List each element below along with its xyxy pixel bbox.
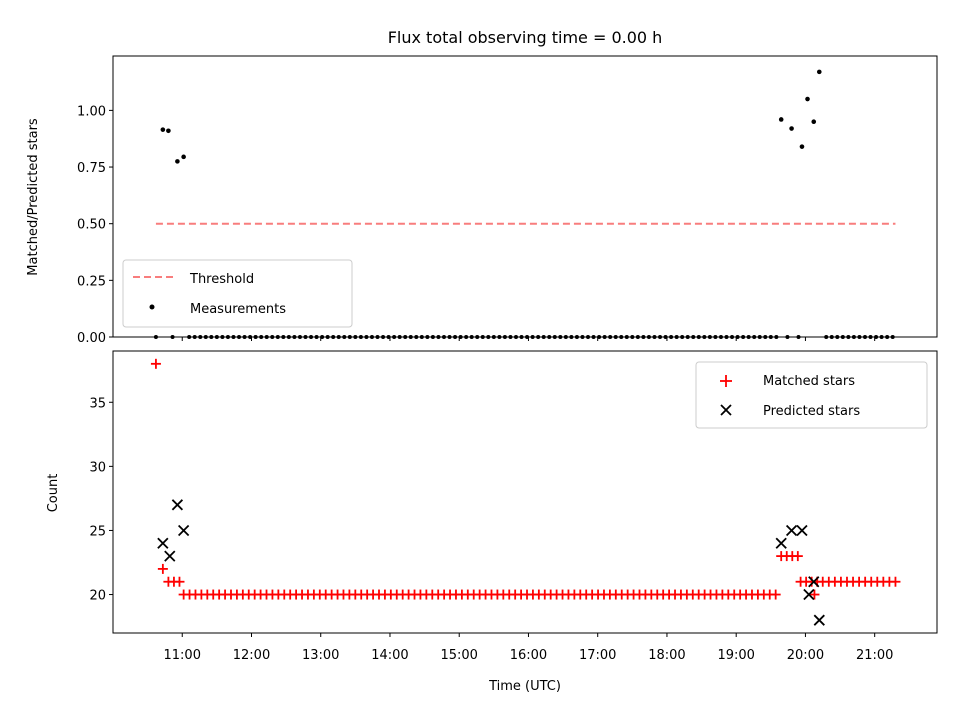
predicted-star-point xyxy=(813,614,825,626)
measurement-point xyxy=(181,154,186,160)
bottom-y-tick-label: 30 xyxy=(89,460,106,475)
legend-matched-label: Matched stars xyxy=(763,374,855,389)
top-y-tick-label: 1.00 xyxy=(77,104,106,119)
x-tick-label: 13:00 xyxy=(302,648,339,663)
bottom-y-tick-label: 25 xyxy=(89,524,106,539)
measurement-point xyxy=(160,127,166,132)
matched-star-point xyxy=(174,576,185,587)
bottom-ticks: 20 25 30 35 11:00 12:00 13:00 14:00 15:00 16:00 17… xyxy=(89,396,893,663)
top-y-tick-label: 0.25 xyxy=(77,274,106,289)
predicted-star-point xyxy=(157,537,169,549)
matched-star-point xyxy=(150,358,161,369)
predicted-star-point xyxy=(177,524,190,537)
bottom-legend: Matched stars Predicted stars xyxy=(695,361,928,429)
predicted-star-point xyxy=(808,576,820,588)
matched-star-point xyxy=(890,576,901,587)
legend-measurements-swatch xyxy=(149,304,155,310)
x-tick-label: 11:00 xyxy=(164,648,201,663)
bottom-y-axis-label: Count xyxy=(46,474,61,513)
top-axes-frame xyxy=(112,55,938,338)
predicted-star-point xyxy=(775,537,787,549)
measurement-point xyxy=(778,117,784,122)
top-y-tick-label: 0.75 xyxy=(77,161,106,176)
predicted-star-point xyxy=(171,499,184,511)
legend-predicted-label: Predicted stars xyxy=(763,404,860,419)
top-legend-box xyxy=(122,259,353,328)
top-y-axis-label: Matched/Predicted stars xyxy=(26,118,41,276)
legend-measurements-label: Measurements xyxy=(190,302,286,317)
x-tick-label: 12:00 xyxy=(233,648,270,663)
matched-star-point xyxy=(792,551,803,562)
bottom-axes-frame xyxy=(112,350,938,634)
x-tick-label: 19:00 xyxy=(717,648,754,663)
chart-title: Flux total observing time = 0.00 h xyxy=(388,28,663,47)
legend-matched-swatch xyxy=(720,375,732,387)
predicted-star-point xyxy=(164,550,176,562)
x-tick-label: 15:00 xyxy=(440,648,477,663)
measurement-point xyxy=(805,96,810,102)
top-y-tick-label: 0.50 xyxy=(77,218,106,233)
x-tick-label: 20:00 xyxy=(787,648,824,663)
bottom-plot-area xyxy=(150,358,901,626)
predicted-star-point xyxy=(803,588,815,601)
bottom-y-tick-label: 35 xyxy=(89,396,106,411)
measurement-point xyxy=(789,126,794,131)
bottom-legend-box xyxy=(695,361,928,429)
x-tick-label: 16:00 xyxy=(510,648,547,663)
top-plot-area xyxy=(153,69,896,339)
top-y-ticks: 0.00 0.25 0.50 0.75 1.00 xyxy=(77,104,876,346)
predicted-star-point xyxy=(796,524,808,537)
measurement-point xyxy=(166,128,171,134)
x-axis-label: Time (UTC) xyxy=(488,679,561,694)
legend-predicted-swatch xyxy=(720,404,732,416)
x-tick-label: 18:00 xyxy=(648,648,685,663)
matched-star-point xyxy=(770,589,781,600)
measurement-point xyxy=(811,119,817,125)
legend-threshold-label: Threshold xyxy=(189,272,254,287)
matched-star-point xyxy=(157,563,168,574)
bottom-y-tick-label: 20 xyxy=(89,589,106,604)
top-legend: Threshold Measurements xyxy=(122,259,353,328)
predicted-star-point xyxy=(785,524,798,537)
x-tick-label: 21:00 xyxy=(856,648,893,663)
x-tick-label: 17:00 xyxy=(579,648,616,663)
measurement-point xyxy=(799,144,805,149)
measurement-point xyxy=(816,69,822,75)
top-y-tick-label: 0.00 xyxy=(77,331,106,346)
matched-star-point xyxy=(809,589,820,600)
measurement-point xyxy=(175,159,180,164)
x-tick-label: 14:00 xyxy=(371,648,408,663)
